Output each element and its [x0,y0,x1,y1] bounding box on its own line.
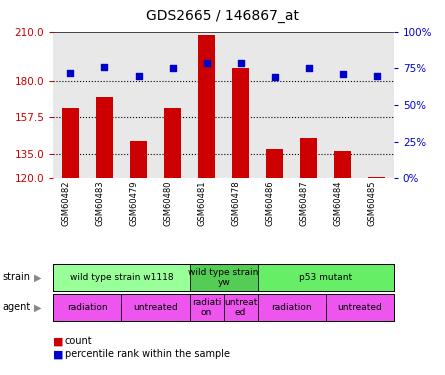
Bar [368,177,385,178]
Point [271,74,278,80]
Text: GSM60481: GSM60481 [198,180,206,225]
Bar [266,149,283,178]
Bar [62,108,79,178]
Text: percentile rank within the sample: percentile rank within the sample [65,350,230,359]
Bar [164,108,181,178]
Bar [130,141,147,178]
Text: untreat
ed: untreat ed [224,298,257,317]
Point [339,71,346,77]
Point [203,60,210,66]
Bar [334,150,351,178]
Text: GSM60480: GSM60480 [164,180,173,225]
Text: ■: ■ [53,336,64,346]
Text: radiati
on: radiati on [192,298,221,317]
Point [135,73,142,79]
Text: wild type strain
yw: wild type strain yw [188,268,259,287]
Text: GDS2665 / 146867_at: GDS2665 / 146867_at [146,9,299,23]
Bar [300,138,317,178]
Text: GSM60484: GSM60484 [334,180,343,225]
Point [305,65,312,71]
Point [169,65,176,71]
Text: p53 mutant: p53 mutant [299,273,352,282]
Text: GSM60485: GSM60485 [368,180,377,225]
Text: ■: ■ [53,350,64,359]
Text: ▶: ▶ [34,273,41,282]
Bar [198,35,215,178]
Text: strain: strain [2,273,30,282]
Text: untreated: untreated [337,303,382,312]
Text: agent: agent [2,303,30,312]
Point [101,64,108,70]
Text: GSM60483: GSM60483 [96,180,105,226]
Point [373,73,380,79]
Text: GSM60478: GSM60478 [232,180,241,226]
Point [237,60,244,66]
Bar [232,68,249,178]
Text: GSM60487: GSM60487 [300,180,309,226]
Text: count: count [65,336,92,346]
Text: GSM60486: GSM60486 [266,180,275,226]
Text: wild type strain w1118: wild type strain w1118 [70,273,173,282]
Text: radiation: radiation [271,303,312,312]
Text: GSM60482: GSM60482 [61,180,70,225]
Text: radiation: radiation [67,303,108,312]
Point [67,70,74,76]
Text: GSM60479: GSM60479 [129,180,138,225]
Bar [96,97,113,178]
Text: ▶: ▶ [34,303,41,312]
Text: untreated: untreated [133,303,178,312]
